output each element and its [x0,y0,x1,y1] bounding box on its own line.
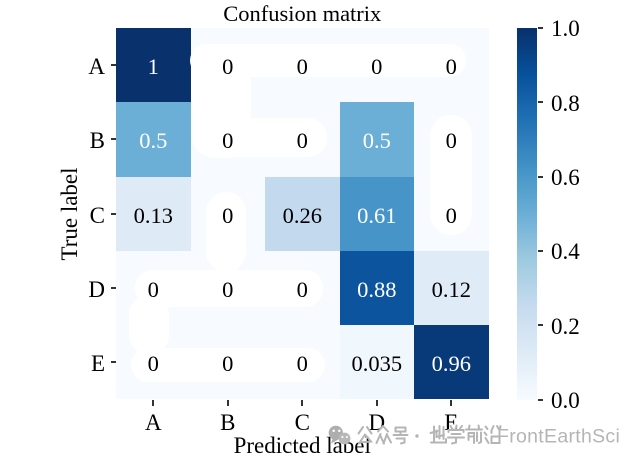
svg-text:FrontEarthSci: FrontEarthSci [497,426,620,448]
